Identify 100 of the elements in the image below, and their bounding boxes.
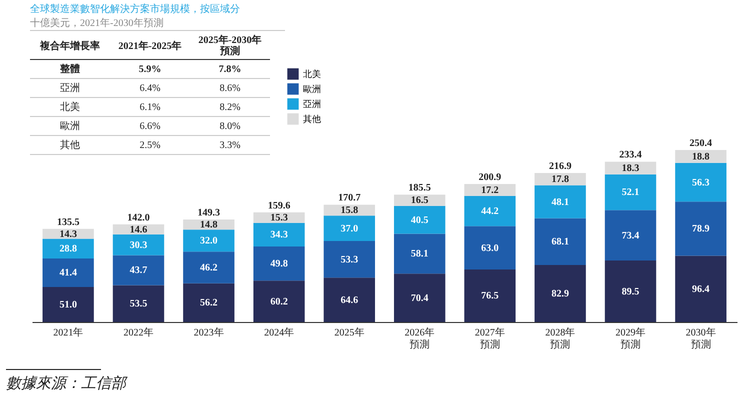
- bar: [42, 258, 94, 287]
- text: 整體: [59, 62, 81, 76]
- total-label: 170.7: [338, 192, 361, 204]
- data-label: 58.1: [410, 248, 428, 260]
- bar: [183, 230, 234, 252]
- data-label: 46.2: [200, 262, 218, 274]
- data-label: 78.9: [692, 224, 710, 235]
- data-label: 15.8: [340, 205, 358, 216]
- data-label: 53.5: [130, 298, 148, 310]
- data-label: 30.3: [130, 240, 148, 251]
- bar: [675, 162, 726, 202]
- total-label: 233.4: [619, 150, 642, 161]
- data-label: 14.8: [200, 220, 218, 231]
- x-tick-label: 2023年: [194, 326, 224, 338]
- bar: [604, 260, 656, 322]
- x-tick-label: 2030年預測: [686, 326, 716, 350]
- data-label: 15.3: [270, 212, 288, 224]
- annotation: 2.5%: [138, 140, 162, 150]
- text: 2021年-2025年: [117, 40, 183, 52]
- data-label: 82.9: [551, 288, 569, 300]
- data-label: 17.8: [551, 174, 569, 186]
- total-label: 142.0: [127, 212, 150, 224]
- text: 6.1%: [138, 102, 162, 112]
- annotation: 3.3%: [218, 140, 242, 150]
- bar: [604, 162, 656, 174]
- chart-subtitle: 十億美元，2021年-2030年預測: [30, 16, 164, 30]
- data-label: 60.2: [270, 296, 288, 308]
- data-label: 32.0: [200, 236, 218, 247]
- legend-label: 北美: [303, 69, 321, 80]
- x-tick-label: 2026年預測: [404, 326, 435, 350]
- data-label: 41.4: [59, 268, 77, 279]
- data-label: 48.1: [551, 196, 569, 208]
- bar: [112, 255, 164, 286]
- total-label: 135.5: [56, 216, 80, 228]
- text: 5.9%: [138, 64, 162, 74]
- text: 2025年-2030年預測: [197, 35, 263, 57]
- bar: [394, 274, 446, 322]
- data-label: 16.5: [410, 195, 428, 206]
- data-label: 18.8: [692, 151, 710, 162]
- data-label: 68.1: [551, 236, 569, 248]
- bar: [464, 269, 516, 322]
- bar: [42, 286, 94, 322]
- bar: [464, 226, 516, 270]
- legend-label: 亞洲: [303, 99, 321, 110]
- text: 歐洲: [59, 120, 81, 133]
- data-label: 43.7: [130, 265, 148, 276]
- total-label: 159.6: [268, 200, 290, 212]
- x-tick-label: 2028年預測: [545, 326, 576, 350]
- bar: [324, 204, 376, 216]
- bar: [253, 246, 305, 281]
- bar: [42, 238, 94, 259]
- text: 7.8%: [218, 64, 242, 74]
- data-label: 73.4: [622, 230, 640, 242]
- bar: [534, 265, 586, 322]
- bar: [675, 202, 726, 256]
- data-label: 53.3: [340, 254, 358, 266]
- x-tick-label: 2024年: [264, 326, 294, 338]
- bar: [604, 174, 656, 210]
- bar: [534, 218, 586, 266]
- bar: [534, 185, 586, 218]
- total-label: 216.9: [548, 161, 572, 172]
- data-label: 64.6: [340, 294, 358, 306]
- data-label: 17.2: [481, 184, 499, 196]
- x-tick-label: 2029年預測: [616, 326, 646, 350]
- x-tick-label: 2027年預測: [474, 326, 505, 350]
- data-label: 56.3: [692, 177, 710, 188]
- data-label: 44.2: [481, 206, 499, 217]
- bar: [464, 196, 516, 226]
- text: 8.2%: [218, 102, 242, 112]
- text: 複合年增長率: [38, 40, 101, 52]
- x-tick-label: 2021年: [53, 326, 84, 338]
- text: 數據來源：工信部: [6, 374, 126, 393]
- text: 北美: [59, 100, 81, 114]
- data-label: 56.2: [200, 298, 218, 309]
- text: 6.6%: [138, 120, 162, 132]
- data-label: 34.3: [270, 230, 288, 241]
- data-label: 37.0: [340, 223, 358, 234]
- chart-title: 全球製造業數智化解決方案市場規模，按區域分: [30, 2, 241, 16]
- legend-label: 其他: [303, 114, 321, 125]
- bar: [675, 150, 726, 163]
- data-label: 76.5: [481, 290, 499, 302]
- legend-label: 歐洲: [303, 84, 321, 95]
- bar: [183, 283, 234, 322]
- bar: [675, 256, 726, 322]
- total-label: 185.5: [408, 182, 431, 194]
- text: 6.4%: [138, 82, 162, 94]
- bar: [604, 210, 656, 261]
- text: 8.0%: [218, 120, 242, 132]
- total-label: 200.9: [478, 172, 502, 183]
- data-label: 18.3: [622, 163, 640, 174]
- x-tick-label: 2022年: [123, 326, 154, 338]
- bar: [394, 206, 446, 234]
- bar: [464, 184, 516, 196]
- data-label: 96.4: [692, 284, 710, 295]
- data-label: 14.3: [59, 228, 77, 240]
- bar: [324, 241, 376, 278]
- data-label: 52.1: [622, 187, 640, 198]
- data-label: 49.8: [270, 258, 288, 270]
- bar: [112, 285, 164, 322]
- bar: [394, 234, 446, 274]
